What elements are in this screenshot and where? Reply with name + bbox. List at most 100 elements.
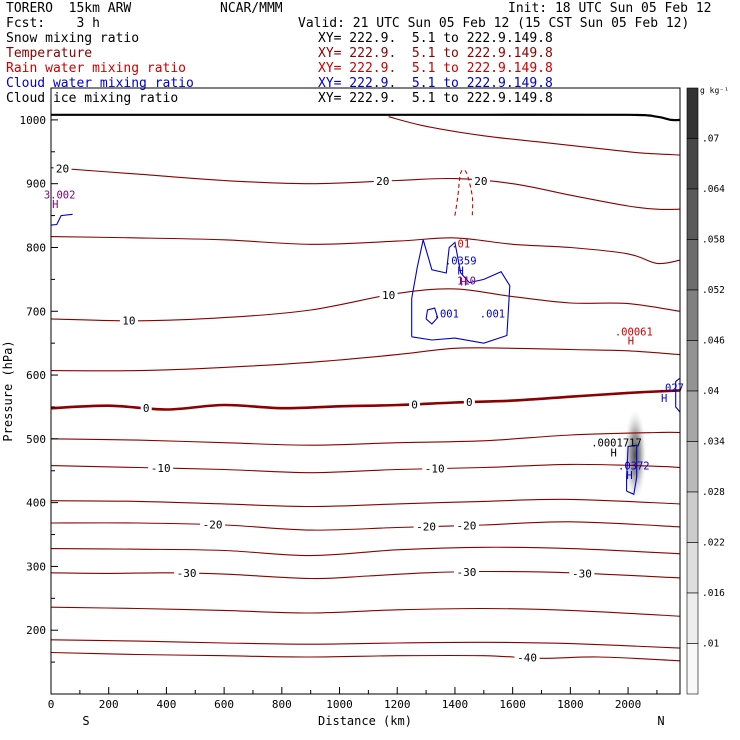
isotherm-label-bg — [422, 462, 448, 475]
isotherm-label-bg — [174, 567, 200, 580]
colorbar-label: .064 — [702, 184, 725, 195]
rain-water-label: H — [628, 335, 634, 347]
isotherm-label: 0 — [466, 396, 473, 409]
colorbar-swatch — [686, 592, 699, 644]
plot-frame — [50, 87, 681, 695]
isotherm-label-bg — [471, 174, 490, 187]
isotherm-label: -20 — [416, 521, 436, 534]
y-tick-label: 200 — [26, 624, 46, 637]
colorbar-label: .052 — [702, 285, 725, 296]
isotherm-line — [51, 389, 680, 411]
rain-water-label: .01 — [451, 238, 470, 250]
field-xy-snow: XY= 222.9. 5.1 to 222.9.149.8 — [318, 31, 553, 46]
cloud-water-contour — [626, 444, 638, 496]
model-name: TORERO 15km ARW — [6, 1, 132, 16]
isotherm-label-bg — [53, 162, 72, 175]
y-tick-label: 500 — [26, 433, 46, 446]
isotherm-label-bg — [463, 396, 475, 409]
colorbar-label: .01 — [702, 639, 719, 650]
isotherm-label: 20 — [474, 175, 487, 188]
isotherm-label: -30 — [457, 566, 477, 579]
rain-water-contour — [454, 169, 474, 216]
colorbar-swatch — [686, 491, 699, 543]
colorbar-swatch — [686, 87, 699, 139]
colorbar-label: .016 — [702, 588, 725, 599]
x-tick-label: 1800 — [557, 698, 584, 711]
cloud-water-contour — [675, 377, 680, 413]
field-xy-cloud-ice: XY= 222.9. 5.1 to 222.9.149.8 — [318, 91, 553, 106]
x-tick-label: 200 — [99, 698, 119, 711]
isotherm-label-bg — [409, 398, 421, 411]
isotherm-label-bg — [514, 651, 540, 664]
cloud-ice-label: H — [52, 199, 58, 211]
x-axis-north-label: N — [657, 714, 664, 728]
y-tick-label: 900 — [26, 178, 46, 191]
init-time: Init: 18 UTC Sun 05 Feb 12 — [508, 1, 712, 16]
isotherm-line — [51, 521, 680, 531]
x-axis-label: Distance (km) — [318, 714, 412, 728]
isotherm-line — [388, 116, 680, 156]
colorbar-label: .046 — [702, 336, 725, 347]
x-tick-label: 2000 — [615, 698, 642, 711]
isotherm-label: -30 — [572, 567, 592, 580]
isotherm-label: 0 — [411, 398, 418, 411]
isotherm-label-bg — [379, 289, 398, 302]
terrain-line — [51, 113, 680, 122]
organization: NCAR/MMM — [220, 1, 283, 16]
colorbar-swatch — [686, 239, 699, 291]
field-name-rain: Rain water mixing ratio — [6, 61, 187, 76]
isotherm-label: -40 — [517, 652, 537, 665]
isotherm-line — [51, 651, 680, 662]
x-tick-label: 400 — [156, 698, 176, 711]
colorbar-swatch — [686, 542, 699, 594]
colorbar-label: .022 — [702, 538, 725, 549]
isotherm-label-bg — [140, 402, 152, 415]
colorbar-label: .058 — [702, 235, 725, 246]
cloud-water-label: .001 — [434, 309, 459, 321]
y-tick-label: 400 — [26, 497, 46, 510]
field-xy-temperature: XY= 222.9. 5.1 to 222.9.149.8 — [318, 46, 553, 61]
valid-time: Valid: 21 UTC Sun 05 Feb 12 (15 CST Sun … — [298, 16, 690, 31]
colorbar-label: .028 — [702, 487, 725, 498]
colorbar-swatch — [686, 643, 699, 695]
cloud-water-label: H — [458, 265, 464, 277]
snow-label: .0001717 — [591, 437, 642, 449]
isotherm-label-bg — [453, 565, 479, 578]
y-tick-label: 600 — [26, 369, 46, 382]
field-xy-rain: XY= 222.9. 5.1 to 222.9.149.8 — [318, 61, 553, 76]
field-xy-cloud-water: XY= 222.9. 5.1 to 222.9.149.8 — [318, 76, 553, 91]
isotherm-label-bg — [119, 314, 138, 327]
colorbar-swatch — [686, 390, 699, 442]
cloud-water-label: .001 — [480, 309, 505, 321]
y-axis-label: Pressure (hPa) — [1, 340, 15, 441]
isotherm-line — [51, 236, 680, 265]
y-tick-label: 300 — [26, 560, 46, 573]
isotherm-label-bg — [413, 520, 439, 533]
colorbar-label: .04 — [702, 386, 719, 397]
field-name-temperature: Temperature — [6, 46, 93, 61]
x-tick-label: 800 — [272, 698, 292, 711]
isotherm-label: 10 — [382, 289, 395, 302]
x-axis-south-label: S — [82, 714, 89, 728]
x-tick-label: 1600 — [499, 698, 526, 711]
cloud-water-contour — [51, 213, 73, 226]
isotherm-line — [51, 463, 680, 474]
cloud-water-label: H — [661, 393, 667, 405]
isotherm-line — [51, 431, 680, 446]
isotherm-line — [51, 167, 680, 210]
colorbar-swatch — [686, 289, 699, 341]
isotherm-label-bg — [200, 518, 226, 531]
colorbar-unit: g kg⁻¹ — [700, 86, 729, 95]
cloud-water-label: H — [626, 470, 632, 482]
isotherm-line — [51, 546, 680, 557]
colorbar-label: .034 — [702, 437, 725, 448]
cloud-water-contour — [411, 239, 511, 344]
isotherm-label-bg — [373, 175, 392, 188]
x-tick-label: 0 — [48, 698, 55, 711]
isotherm-label-bg — [148, 462, 174, 475]
cloud-ice-label: 110 — [457, 275, 476, 287]
x-tick-label: 1400 — [442, 698, 469, 711]
colorbar-swatch — [686, 188, 699, 240]
isotherm-label-bg — [569, 567, 595, 580]
field-name-cloud-ice: Cloud ice mixing ratio — [6, 91, 179, 106]
